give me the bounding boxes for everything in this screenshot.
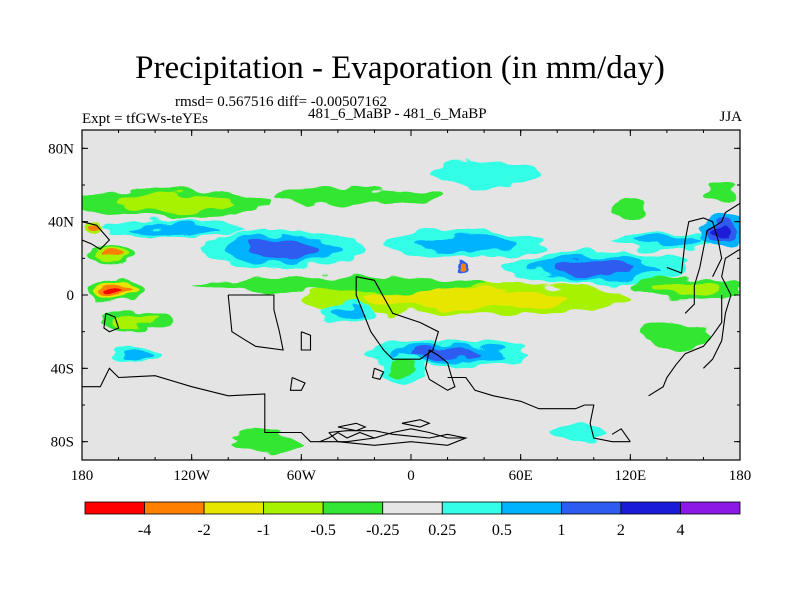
y-tick-label: 40N xyxy=(48,215,74,231)
season-label: JJA xyxy=(719,109,742,125)
colorbar-swatch xyxy=(441,501,503,515)
contour-fields xyxy=(82,161,740,451)
contour-field-9-level-1 xyxy=(128,224,219,234)
coastline-2 xyxy=(355,276,440,360)
y-tick-label: 80N xyxy=(48,141,74,157)
colorbar-label: -2 xyxy=(197,522,210,539)
colorbar-label: 2 xyxy=(617,522,625,539)
colorbar-swatch xyxy=(620,501,681,515)
contour-field-6-level-2 xyxy=(246,241,320,258)
contour-field-14-level-1 xyxy=(114,315,160,327)
coastline-15 xyxy=(289,376,306,391)
contour-field-23-level-0 xyxy=(639,322,713,349)
contour-field-8-level-2 xyxy=(553,260,635,275)
contour-field-13-level-3 xyxy=(104,287,126,296)
contour-field-21-level-0 xyxy=(548,425,603,440)
contour-field-7-level-1 xyxy=(415,235,517,252)
contour-field-15-level-2 xyxy=(98,250,121,259)
colorbar-label: 1 xyxy=(557,522,565,539)
coastline-3 xyxy=(425,349,456,391)
contour-field-19-level-1 xyxy=(388,359,416,378)
x-tick-label: 60E xyxy=(509,468,533,484)
colorbar-label: -0.5 xyxy=(311,522,336,539)
coastline-19 xyxy=(337,422,367,432)
contour-field-22-level-1 xyxy=(123,349,151,359)
contour-field-17-level-1 xyxy=(457,264,467,271)
contour-field-3-level-1 xyxy=(111,194,236,213)
colorbar-swatch xyxy=(203,501,265,515)
axis-ticks: 180 120W 60W 0 60E 120E 180 80N 40N 0 40S 80S xyxy=(48,130,751,484)
contour-field-10-level-1 xyxy=(633,234,701,246)
contour-field-1-level-0 xyxy=(191,276,485,292)
coastline-17 xyxy=(328,430,468,446)
coastline-13 xyxy=(103,312,120,333)
contour-field-24-level-0 xyxy=(703,185,740,204)
y-tick-label: 40S xyxy=(51,361,74,377)
colorbar-swatch xyxy=(560,501,622,515)
coastline-14 xyxy=(300,331,312,351)
colorbar-label: 0.25 xyxy=(428,522,456,539)
colorbar-label: -1 xyxy=(257,522,270,539)
coastline-11 xyxy=(666,217,723,277)
x-tick-label: 180 xyxy=(729,468,752,484)
x-tick-label: 0 xyxy=(407,468,415,484)
coastline-9 xyxy=(703,248,740,369)
colorbar-label: -4 xyxy=(138,522,151,539)
coastline-18 xyxy=(401,419,431,428)
coastlines xyxy=(82,202,740,446)
coastline-16 xyxy=(371,367,385,380)
colorbar-label: -0.25 xyxy=(366,522,399,539)
colorbar: -4 -2 -1 -0.5 -0.25 0.25 0.5 1 2 4 xyxy=(84,501,741,539)
colorbar-swatch xyxy=(322,501,384,515)
coastline-4 xyxy=(447,376,585,410)
contour-field-5-level-0 xyxy=(429,161,539,187)
y-tick-label: 80S xyxy=(51,435,74,451)
coastline-8 xyxy=(648,295,723,397)
coastline-10 xyxy=(684,202,740,314)
case-label: 481_6_MaBP - 481_6_MaBP xyxy=(308,106,487,122)
coastline-0 xyxy=(82,367,375,443)
stats-line: rmsd= 0.567516 diff= -0.00507162 xyxy=(175,94,388,110)
contour-field-18-level-1 xyxy=(330,306,364,321)
colorbar-swatch xyxy=(144,501,205,515)
colorbar-label: 4 xyxy=(676,522,684,539)
colorbar-swatch xyxy=(263,501,324,515)
contour-field-0-level-1 xyxy=(364,288,568,309)
colorbar-swatch xyxy=(501,501,562,515)
colorbar-swatch xyxy=(382,501,443,515)
colorbar-swatch xyxy=(680,501,741,515)
coastline-12 xyxy=(82,221,111,250)
x-tick-label: 180 xyxy=(71,468,94,484)
x-tick-label: 120E xyxy=(614,468,646,484)
coastline-7 xyxy=(611,428,631,443)
coastline-5 xyxy=(319,428,466,443)
x-tick-label: 120W xyxy=(173,468,211,484)
x-tick-label: 60W xyxy=(287,468,317,484)
coastline-1 xyxy=(227,294,284,351)
y-tick-label: 0 xyxy=(67,288,75,304)
contour-field-25-level-0 xyxy=(612,197,649,217)
contour-field-4-level-0 xyxy=(273,186,439,206)
experiment-label: Expt = tfGWs-teYEs xyxy=(82,111,208,127)
coastline-6 xyxy=(584,404,631,443)
colorbar-label: 0.5 xyxy=(492,522,512,539)
contour-field-12-level-1 xyxy=(651,280,719,295)
contour-field-20-level-0 xyxy=(228,432,302,451)
plot-title: Precipitation - Evaporation (in mm/day) xyxy=(135,50,665,86)
colorbar-swatch xyxy=(84,501,145,515)
